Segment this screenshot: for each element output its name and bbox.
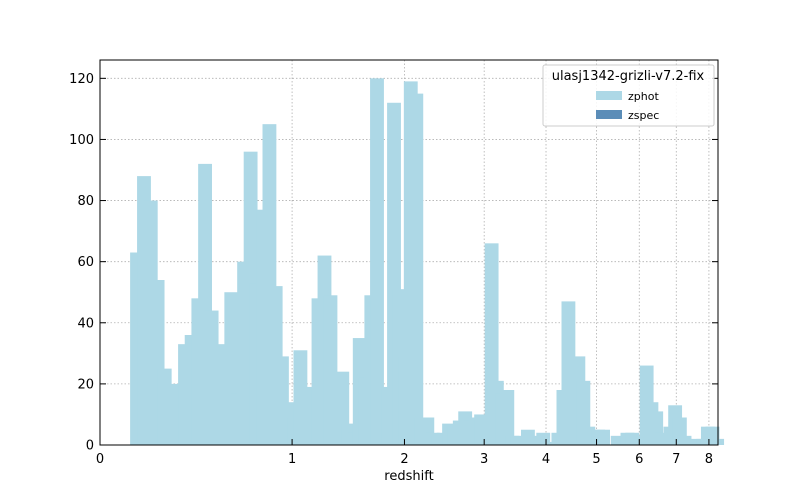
y-tick-label: 80 [77,194,94,209]
y-tick-label: 20 [77,377,94,392]
x-tick-label: 8 [705,452,713,467]
histogram-bar [677,435,692,445]
x-tick-label: 1 [288,452,296,467]
x-tick-label: 5 [592,452,600,467]
histogram-bar [293,350,308,445]
x-axis-label: redshift [384,469,433,484]
x-tick-label: 0 [96,452,104,467]
plot-frame [99,59,719,446]
histogram-bar [370,78,384,445]
x-tick-label: 4 [542,452,550,467]
y-tick-label: 100 [69,133,94,148]
legend-swatch-zspec [596,110,622,119]
legend-label-zphot: zphot [628,90,659,103]
x-tick-label: 7 [672,452,680,467]
histogram-bar [510,435,525,445]
histogram-bar [500,390,515,445]
legend-box [542,64,715,127]
x-tick-label: 3 [480,452,488,467]
x-tick-label: 6 [635,452,643,467]
y-tick-label: 120 [69,72,94,87]
histogram-bar [596,429,610,445]
histogram-bar [541,441,556,445]
legend-label-zspec: zspec [628,109,659,122]
y-tick-label: 60 [77,255,94,270]
histogram-bar [610,435,625,445]
y-tick-label: 40 [77,316,94,331]
x-tick-label: 2 [400,452,408,467]
histogram-bar [710,438,725,445]
legend: ulasj1342-grizli-v7.2-fix zphot zspec [542,64,715,127]
legend-title: ulasj1342-grizli-v7.2-fix [552,69,705,84]
y-tick-label: 0 [86,439,94,454]
zphot-bars [130,78,725,446]
histogram-bar [409,93,424,445]
legend-swatch-zphot [596,91,622,100]
